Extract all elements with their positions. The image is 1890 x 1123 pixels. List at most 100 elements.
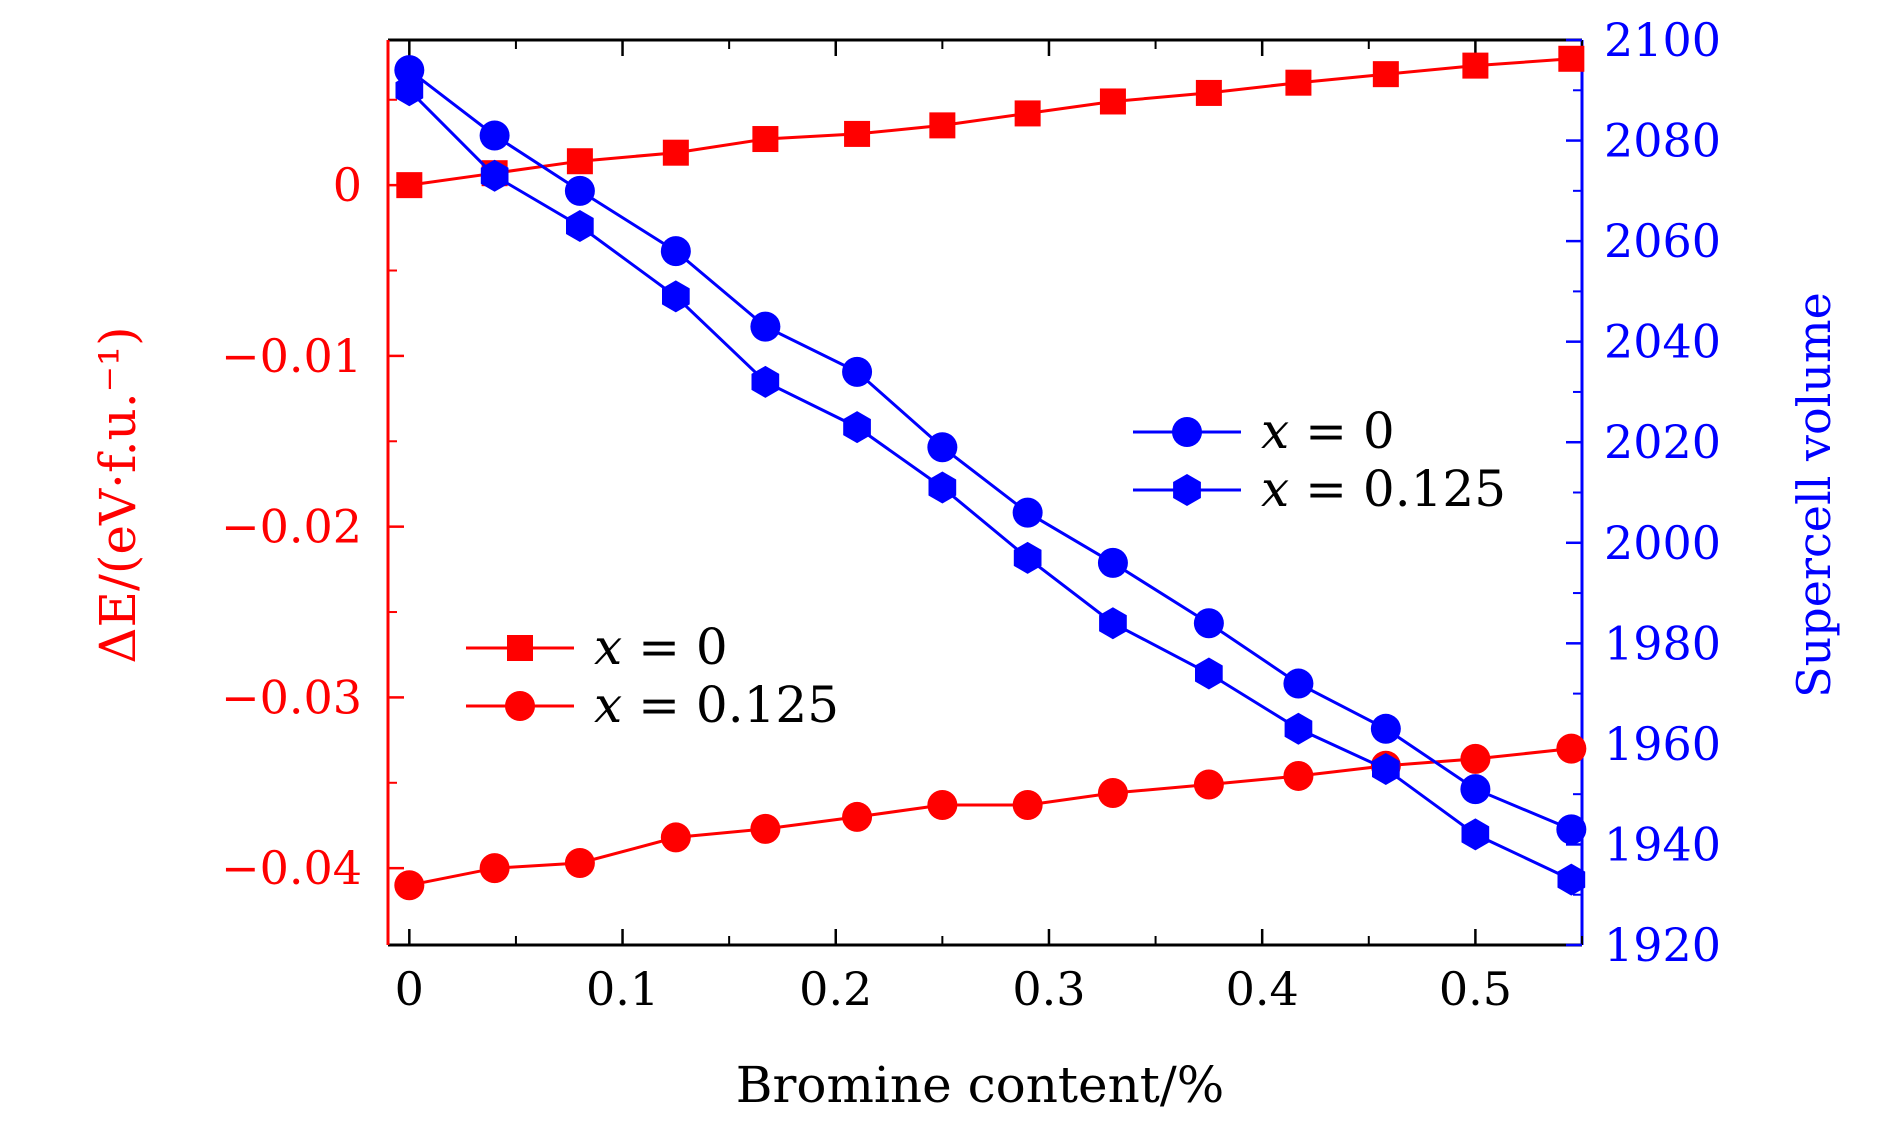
data-point xyxy=(929,112,956,139)
data-point xyxy=(751,365,780,398)
data-point xyxy=(842,801,873,832)
x-tick-label: 0 xyxy=(395,962,424,1016)
axis-ticks: 0 0.1 0.2 0.3 0.4 0.5 0 −0.01 −0.02 −0.03 −0.04 192… xyxy=(221,13,1721,1016)
data-point xyxy=(1460,774,1491,805)
right-y-tick-label: 1980 xyxy=(1604,616,1721,670)
right-y-tick-label: 1940 xyxy=(1604,817,1721,871)
data-point xyxy=(1013,541,1042,574)
data-point xyxy=(566,148,593,175)
data-point xyxy=(752,126,779,153)
data-point xyxy=(1283,668,1314,699)
left-y-tick-label: −0.04 xyxy=(221,841,362,895)
data-point xyxy=(750,813,781,844)
right-y-axis-label: Supercell volume xyxy=(1787,292,1841,698)
data-point xyxy=(662,280,690,313)
series-right-hexagon xyxy=(395,74,1586,896)
data-point xyxy=(1193,769,1224,800)
data-point xyxy=(566,210,594,242)
legend-label: x = 0 xyxy=(1261,402,1395,460)
right-y-tick-label: 2100 xyxy=(1604,13,1721,67)
legend-marker xyxy=(1173,474,1201,506)
data-point xyxy=(842,356,873,387)
left-y-tick-label: 0 xyxy=(333,158,362,212)
data-point xyxy=(564,848,595,879)
data-point xyxy=(1558,45,1585,72)
x-tick-label: 0.4 xyxy=(1226,962,1299,1016)
data-point xyxy=(1372,753,1400,785)
right-y-tick-label: 2080 xyxy=(1604,114,1721,168)
x-tick-label: 0.2 xyxy=(799,962,872,1016)
data-point xyxy=(479,853,510,884)
legend-marker xyxy=(505,691,535,721)
data-point xyxy=(564,175,595,206)
data-point xyxy=(1097,778,1128,809)
series-left-square xyxy=(396,45,1585,199)
data-point xyxy=(1462,52,1489,79)
x-tick-label: 0.3 xyxy=(1012,962,1085,1016)
series-line xyxy=(409,57,1572,187)
left-y-tick-label: −0.01 xyxy=(221,329,362,383)
series-right-circle xyxy=(394,55,1587,845)
right-y-tick-label: 1960 xyxy=(1604,717,1721,771)
data-point xyxy=(1556,733,1587,764)
right-y-tick-label: 2000 xyxy=(1604,516,1721,570)
legend-supercell-volume: x = 0x = 0.125 xyxy=(1133,402,1506,518)
x-tick-label: 0.5 xyxy=(1439,962,1512,1016)
left-y-tick-label: −0.02 xyxy=(221,500,362,554)
data-point xyxy=(1099,88,1126,115)
data-point xyxy=(660,236,691,267)
data-point xyxy=(396,172,423,199)
data-point xyxy=(1195,79,1222,106)
axis-labels: Bromine content/% ΔE/(eV·f.u.⁻¹) Superce… xyxy=(89,292,1841,1114)
data-point xyxy=(479,120,510,151)
legend-label: x = 0.125 xyxy=(594,676,839,734)
data-series xyxy=(394,45,1587,901)
legend-delta-e: x = 0x = 0.125 xyxy=(466,618,839,734)
data-point xyxy=(927,432,958,463)
data-point xyxy=(660,822,691,853)
data-point xyxy=(1461,818,1490,851)
series-line xyxy=(408,69,1572,831)
data-point xyxy=(1370,713,1401,744)
x-axis-label: Bromine content/% xyxy=(736,1056,1224,1114)
data-point xyxy=(394,55,425,86)
data-point xyxy=(1097,547,1128,578)
data-point xyxy=(1193,608,1224,639)
legend-label: x = 0 xyxy=(594,618,728,676)
right-y-tick-label: 1920 xyxy=(1604,918,1721,972)
data-point xyxy=(662,139,689,166)
data-point xyxy=(927,789,958,820)
data-point xyxy=(1099,607,1127,640)
right-y-tick-label: 2020 xyxy=(1604,415,1721,469)
legend-marker xyxy=(507,635,533,661)
data-point xyxy=(394,870,425,901)
series-left-circle xyxy=(394,733,1587,901)
data-point xyxy=(1283,760,1314,791)
data-point xyxy=(1012,789,1043,820)
series-line xyxy=(408,89,1572,881)
right-y-tick-label: 2040 xyxy=(1604,315,1721,369)
left-y-tick-label: −0.03 xyxy=(221,670,362,724)
data-point xyxy=(844,120,871,147)
right-y-tick-label: 2060 xyxy=(1604,214,1721,268)
data-point xyxy=(750,311,781,342)
data-point xyxy=(1557,863,1586,896)
legend-label: x = 0.125 xyxy=(1261,460,1506,518)
data-point xyxy=(1372,61,1399,88)
data-point xyxy=(928,471,957,504)
data-point xyxy=(843,411,871,444)
left-y-axis-label: ΔE/(eV·f.u.⁻¹) xyxy=(89,326,147,663)
data-point xyxy=(1285,69,1312,96)
x-tick-label: 0.1 xyxy=(586,962,659,1016)
data-point xyxy=(1195,657,1223,690)
data-point xyxy=(1460,743,1491,774)
data-point xyxy=(1014,100,1041,127)
data-point xyxy=(395,74,424,107)
data-point xyxy=(480,159,509,192)
legend-marker xyxy=(1172,417,1202,447)
data-point xyxy=(1556,814,1587,845)
data-point xyxy=(1284,712,1313,745)
data-point xyxy=(1012,497,1043,528)
